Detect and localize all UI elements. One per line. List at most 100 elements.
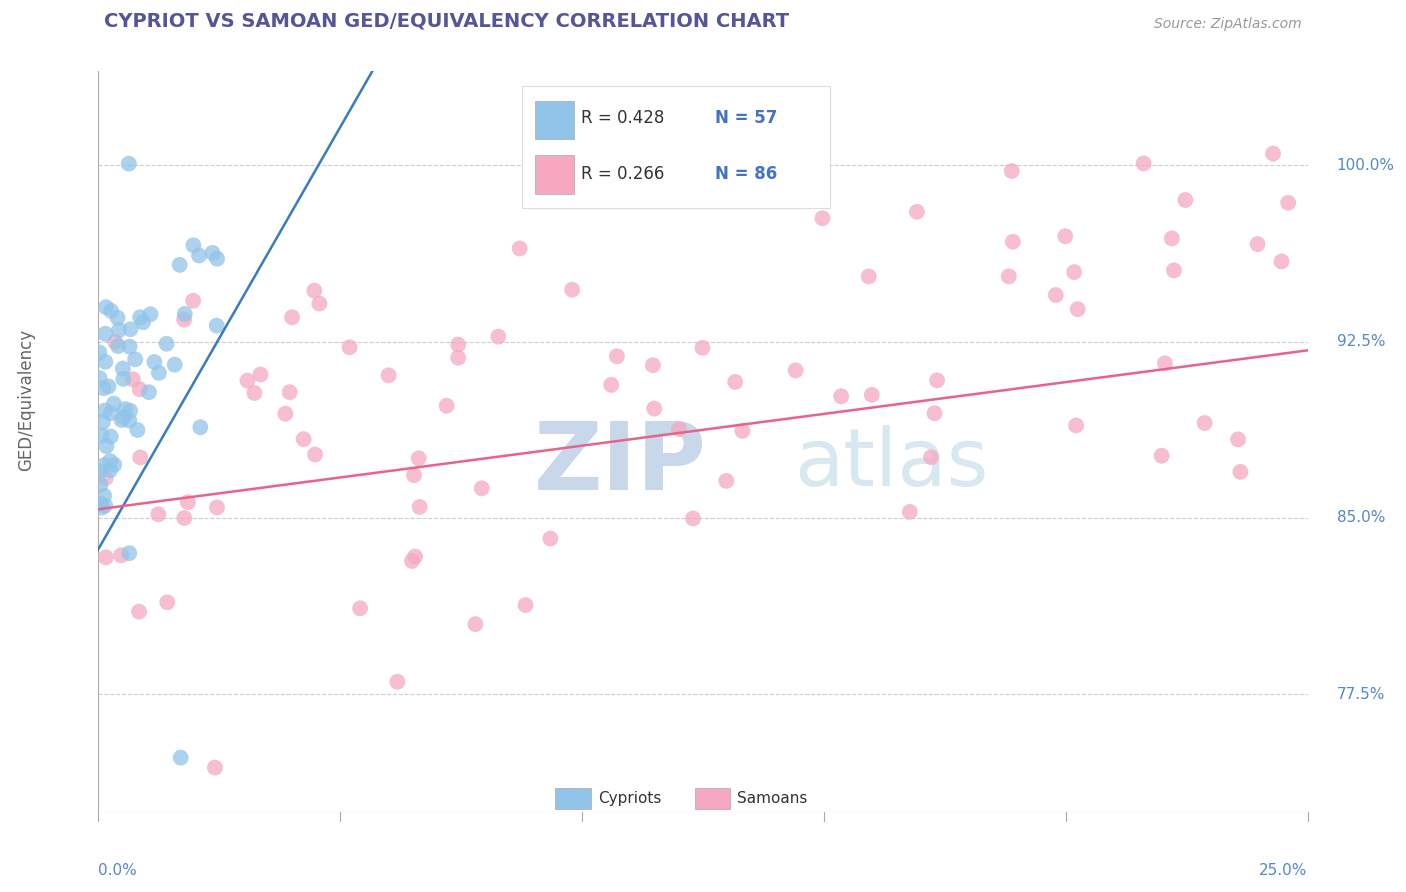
Point bbox=[90, 497, 112, 511]
Point bbox=[811, 211, 834, 226]
Point bbox=[93, 458, 115, 472]
Text: 85.0%: 85.0% bbox=[1337, 510, 1385, 525]
Point bbox=[858, 269, 880, 284]
Text: R = 0.428: R = 0.428 bbox=[581, 109, 664, 127]
Point bbox=[118, 546, 141, 560]
FancyBboxPatch shape bbox=[695, 788, 730, 810]
Point bbox=[408, 451, 430, 466]
Point bbox=[173, 307, 195, 321]
Point bbox=[905, 204, 928, 219]
Point bbox=[100, 406, 122, 420]
Point bbox=[120, 403, 142, 417]
Point bbox=[1194, 416, 1216, 430]
Point bbox=[1001, 164, 1024, 178]
Point bbox=[471, 481, 494, 495]
Text: N = 86: N = 86 bbox=[716, 164, 778, 183]
Point bbox=[1054, 229, 1077, 244]
Point bbox=[155, 336, 177, 351]
Point bbox=[464, 617, 486, 632]
Point bbox=[1229, 465, 1251, 479]
Point bbox=[401, 554, 423, 568]
Point bbox=[169, 750, 191, 764]
Point bbox=[114, 402, 136, 417]
Point bbox=[387, 674, 409, 689]
Point bbox=[188, 248, 211, 262]
Point bbox=[97, 379, 120, 393]
Point bbox=[377, 368, 399, 383]
Point bbox=[1174, 193, 1197, 207]
Point bbox=[509, 242, 531, 256]
Text: 77.5%: 77.5% bbox=[1337, 687, 1385, 702]
Point bbox=[111, 361, 134, 376]
Point bbox=[94, 300, 117, 314]
Point bbox=[122, 372, 145, 386]
Point bbox=[148, 366, 170, 380]
Point bbox=[561, 283, 583, 297]
Point bbox=[898, 505, 921, 519]
Point bbox=[304, 284, 326, 298]
Text: 25.0%: 25.0% bbox=[1260, 863, 1308, 879]
Point bbox=[173, 511, 195, 525]
Point bbox=[1132, 156, 1154, 170]
Point bbox=[112, 410, 135, 425]
Point bbox=[132, 315, 155, 329]
Point bbox=[169, 258, 191, 272]
FancyBboxPatch shape bbox=[555, 788, 591, 810]
Point bbox=[641, 358, 664, 372]
Point bbox=[89, 464, 111, 478]
Point bbox=[447, 337, 470, 351]
Point bbox=[1160, 231, 1182, 245]
Point bbox=[93, 381, 115, 395]
Point bbox=[94, 471, 117, 485]
Point bbox=[668, 422, 690, 436]
Text: R = 0.266: R = 0.266 bbox=[581, 164, 664, 183]
Point bbox=[408, 500, 430, 514]
Point bbox=[173, 312, 195, 326]
Point bbox=[1067, 302, 1090, 317]
Point bbox=[205, 252, 228, 266]
Point bbox=[104, 334, 127, 349]
Point bbox=[183, 238, 205, 252]
Point bbox=[1154, 356, 1177, 370]
Point bbox=[1246, 237, 1268, 252]
Point bbox=[124, 352, 146, 367]
Point bbox=[436, 399, 458, 413]
FancyBboxPatch shape bbox=[534, 155, 574, 194]
Point bbox=[1064, 418, 1087, 433]
Point bbox=[91, 415, 114, 429]
FancyBboxPatch shape bbox=[534, 101, 574, 139]
Point bbox=[538, 532, 561, 546]
Point bbox=[94, 326, 117, 341]
Point bbox=[94, 499, 117, 513]
Point bbox=[129, 450, 152, 465]
Point bbox=[108, 323, 131, 337]
Point bbox=[93, 489, 115, 503]
Point bbox=[201, 245, 224, 260]
Point bbox=[90, 500, 112, 515]
Point bbox=[600, 377, 623, 392]
Point bbox=[278, 385, 301, 400]
Point bbox=[860, 388, 883, 402]
Point bbox=[129, 310, 152, 325]
Point bbox=[118, 156, 141, 170]
Point bbox=[205, 500, 228, 515]
Point bbox=[925, 373, 948, 387]
Point bbox=[96, 439, 118, 453]
Point bbox=[292, 432, 315, 446]
Point bbox=[643, 401, 665, 416]
Point bbox=[404, 549, 426, 564]
Point bbox=[98, 463, 121, 477]
Point bbox=[98, 454, 121, 468]
Point bbox=[486, 329, 509, 343]
Point bbox=[402, 468, 425, 483]
Point bbox=[1150, 449, 1173, 463]
Point bbox=[997, 269, 1019, 284]
Point bbox=[716, 474, 738, 488]
Point bbox=[1270, 254, 1292, 268]
Point bbox=[1227, 433, 1250, 447]
Point bbox=[682, 511, 704, 525]
Point bbox=[103, 397, 125, 411]
Text: Samoans: Samoans bbox=[737, 791, 807, 806]
Point bbox=[112, 372, 135, 386]
Point bbox=[89, 345, 111, 359]
